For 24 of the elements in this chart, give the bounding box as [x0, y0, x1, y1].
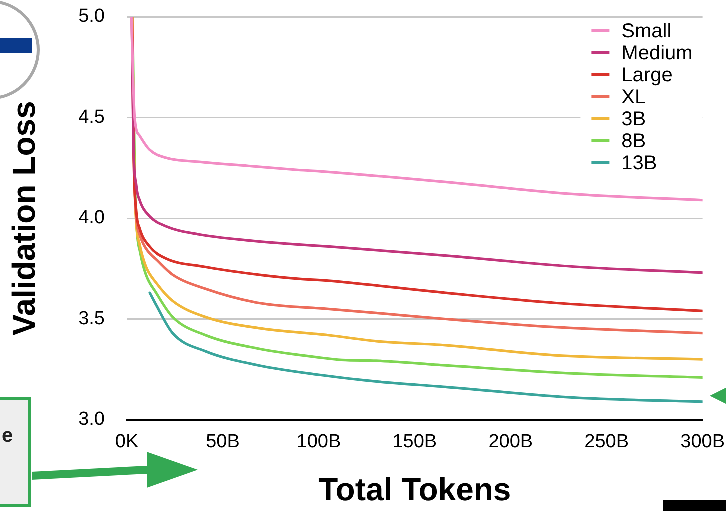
- x-tick-label: 250B: [584, 432, 630, 453]
- note-box: e: [0, 397, 31, 507]
- y-tick-label: 3.5: [78, 308, 105, 330]
- y-axis-title: Validation Loss: [6, 101, 42, 336]
- y-tick-label: 5.0: [78, 6, 105, 28]
- legend-label: 3B: [622, 108, 646, 131]
- legend-label: Medium: [622, 42, 693, 65]
- x-tick-label: 200B: [488, 432, 534, 453]
- x-axis-title: Total Tokens: [318, 472, 512, 508]
- legend-label: XL: [622, 86, 646, 109]
- y-tick-label: 3.0: [78, 409, 105, 430]
- legend-label: 8B: [622, 130, 646, 153]
- line-series: [130, 17, 703, 202]
- y-tick-label: 4.5: [78, 106, 105, 128]
- x-tick-label: 50B: [206, 432, 240, 453]
- x-tick-label: 150B: [392, 432, 438, 453]
- x-tick-label: 0K: [115, 432, 139, 453]
- legend-label: 13B: [622, 152, 658, 175]
- y-tick-label: 4.0: [78, 208, 105, 229]
- line-series: [148, 292, 703, 404]
- x-tick-label: 100B: [296, 432, 342, 453]
- legend-label: Large: [622, 64, 673, 87]
- legend-label: Small: [622, 20, 672, 43]
- x-tick-label: 300B: [680, 432, 725, 453]
